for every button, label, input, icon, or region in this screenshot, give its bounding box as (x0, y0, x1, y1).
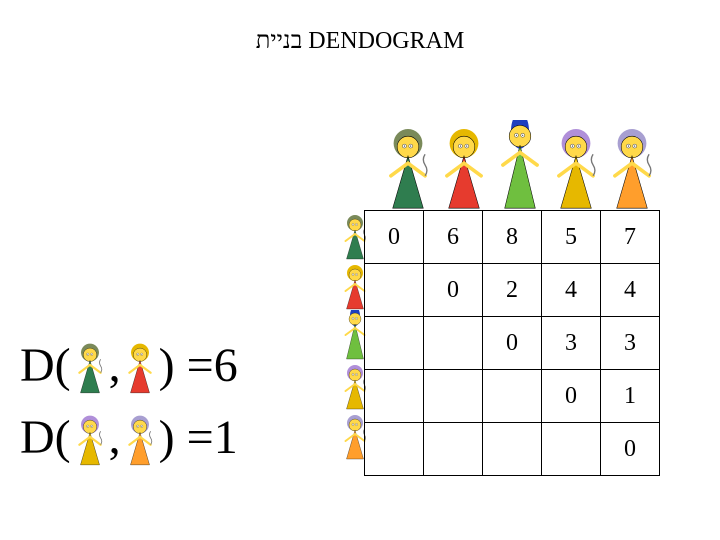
formula-value: 6 (214, 332, 238, 399)
page-title: בניית DENDOGRAM (0, 28, 720, 55)
column-header-person (380, 120, 436, 210)
matrix-cell (365, 370, 424, 423)
formula-person-b (125, 410, 155, 466)
matrix-cell (424, 423, 483, 476)
matrix-cell: 0 (542, 370, 601, 423)
matrix-cell: 0 (365, 211, 424, 264)
distance-formula-line: D(, ) = 1 (20, 402, 238, 474)
column-header-person (492, 120, 548, 210)
formula-person-a (75, 338, 105, 394)
distance-formulas: D(, ) = 6D(, ) = 1 (20, 330, 238, 474)
formula-person-a (75, 410, 105, 466)
matrix-cell: 5 (542, 211, 601, 264)
matrix-cell (365, 264, 424, 317)
formula-value: 1 (214, 404, 238, 471)
distance-formula-line: D(, ) = 6 (20, 330, 238, 402)
formula-text: , (109, 404, 121, 471)
matrix-cell: 2 (483, 264, 542, 317)
matrix-cell: 0 (601, 423, 660, 476)
matrix-cell: 0 (483, 317, 542, 370)
column-header-person (436, 120, 492, 210)
formula-text: ) = (159, 332, 214, 399)
matrix-cell: 3 (542, 317, 601, 370)
matrix-cell: 4 (542, 264, 601, 317)
matrix-cell (483, 423, 542, 476)
matrix-cell: 0 (424, 264, 483, 317)
formula-text: , (109, 332, 121, 399)
formula-person-b (125, 338, 155, 394)
matrix-cell (542, 423, 601, 476)
matrix-cell: 8 (483, 211, 542, 264)
matrix-cell (365, 423, 424, 476)
column-header-person (548, 120, 604, 210)
matrix-cell: 3 (601, 317, 660, 370)
formula-text: D( (20, 404, 71, 471)
column-header-person (604, 120, 660, 210)
matrix-cell: 1 (601, 370, 660, 423)
formula-text: D( (20, 332, 71, 399)
matrix-cell: 7 (601, 211, 660, 264)
distance-matrix: 068570244033010 (364, 210, 660, 476)
formula-text: ) = (159, 404, 214, 471)
matrix-cell (365, 317, 424, 370)
matrix-cell: 4 (601, 264, 660, 317)
matrix-cell (424, 317, 483, 370)
column-person-headers (380, 120, 660, 210)
matrix-cell (483, 370, 542, 423)
matrix-cell: 6 (424, 211, 483, 264)
matrix-cell (424, 370, 483, 423)
